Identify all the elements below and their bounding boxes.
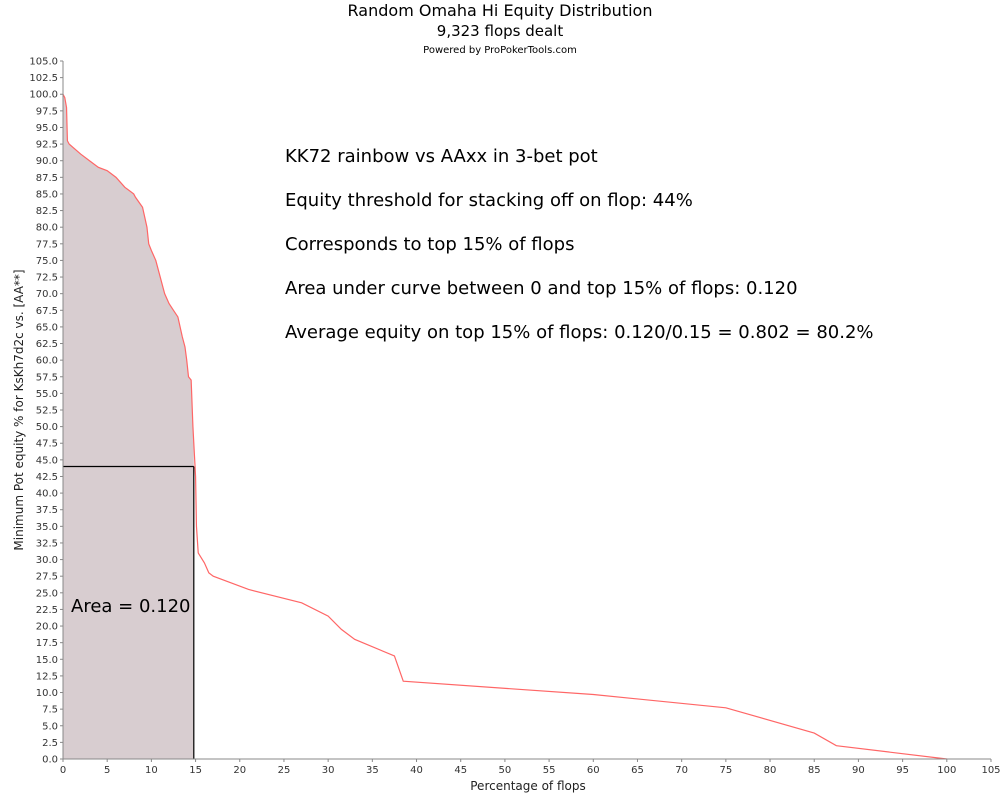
y-tick-label: 52.5 — [36, 406, 58, 417]
chart-title: Random Omaha Hi Equity Distribution — [348, 1, 653, 20]
y-tick-label: 100.0 — [29, 90, 58, 101]
y-tick-label: 12.5 — [36, 671, 58, 682]
y-tick-label: 102.5 — [29, 73, 58, 84]
y-tick-label: 80.0 — [36, 223, 58, 234]
x-axis-label: Percentage of flops — [470, 779, 585, 793]
y-tick-label: 2.5 — [42, 738, 58, 749]
x-tick-label: 60 — [587, 765, 600, 776]
y-tick-label: 67.5 — [36, 306, 58, 317]
area-label: Area = 0.120 — [71, 596, 190, 617]
y-tick-label: 82.5 — [36, 206, 58, 217]
y-tick-label: 47.5 — [36, 439, 58, 450]
y-tick-label: 0.0 — [42, 755, 58, 766]
x-tick-label: 40 — [410, 765, 423, 776]
x-tick-label: 80 — [764, 765, 777, 776]
x-tick-label: 55 — [543, 765, 556, 776]
y-tick-label: 40.0 — [36, 489, 58, 500]
annotation-line: Equity threshold for stacking off on flo… — [285, 190, 693, 211]
y-tick-label: 85.0 — [36, 189, 58, 200]
equity-series-line — [62, 93, 947, 760]
x-tick-label: 70 — [675, 765, 688, 776]
y-tick-label: 77.5 — [36, 239, 58, 250]
x-tick-label: 15 — [189, 765, 202, 776]
annotation-line: Average equity on top 15% of flops: 0.12… — [285, 322, 874, 343]
x-tick-label: 0 — [60, 765, 66, 776]
y-tick-label: 97.5 — [36, 106, 58, 117]
y-tick-label: 75.0 — [36, 256, 58, 267]
y-tick-label: 105.0 — [29, 57, 58, 68]
y-tick-label: 72.5 — [36, 273, 58, 284]
y-tick-label: 30.0 — [36, 555, 58, 566]
y-tick-label: 35.0 — [36, 522, 58, 533]
y-tick-label: 60.0 — [36, 356, 58, 367]
y-tick-label: 32.5 — [36, 538, 58, 549]
y-tick-label: 65.0 — [36, 322, 58, 333]
plot-area — [62, 61, 991, 760]
x-tick-label: 35 — [366, 765, 379, 776]
x-tick-label: 25 — [278, 765, 291, 776]
y-tick-label: 37.5 — [36, 505, 58, 516]
x-tick-label: 65 — [631, 765, 644, 776]
annotation-line: Area under curve between 0 and top 15% o… — [285, 278, 798, 299]
y-tick-label: 15.0 — [36, 655, 58, 666]
annotation-line: Corresponds to top 15% of flops — [285, 234, 574, 255]
chart-credit: Powered by ProPokerTools.com — [423, 45, 577, 56]
y-tick-label: 42.5 — [36, 472, 58, 483]
y-tick-label: 5.0 — [42, 721, 58, 732]
x-tick-label: 20 — [233, 765, 246, 776]
x-tick-label: 85 — [808, 765, 821, 776]
x-tick-label: 100 — [937, 765, 956, 776]
y-tick-label: 7.5 — [42, 705, 58, 716]
shaded-area — [63, 94, 194, 759]
x-tick-label: 10 — [145, 765, 158, 776]
y-tick-label: 50.0 — [36, 422, 58, 433]
annotation-line: KK72 rainbow vs AAxx in 3-bet pot — [285, 146, 598, 167]
y-tick-label: 90.0 — [36, 156, 58, 167]
y-tick-label: 20.0 — [36, 622, 58, 633]
x-tick-label: 75 — [719, 765, 732, 776]
y-axis-label: Minimum Pot equity % for KsKh7d2c vs. [A… — [12, 269, 26, 550]
chart-subtitle: 9,323 flops dealt — [437, 22, 564, 40]
x-tick-label: 50 — [499, 765, 512, 776]
x-tick-label: 90 — [852, 765, 865, 776]
y-tick-label: 62.5 — [36, 339, 58, 350]
x-tick-label: 5 — [104, 765, 110, 776]
y-tick-label: 22.5 — [36, 605, 58, 616]
y-tick-label: 17.5 — [36, 638, 58, 649]
x-tick-label: 45 — [454, 765, 467, 776]
y-tick-label: 10.0 — [36, 688, 58, 699]
y-tick-label: 92.5 — [36, 140, 58, 151]
x-tick-label: 105 — [981, 765, 1000, 776]
y-tick-label: 70.0 — [36, 289, 58, 300]
plot-background — [63, 61, 991, 759]
y-tick-label: 25.0 — [36, 588, 58, 599]
y-tick-label: 87.5 — [36, 173, 58, 184]
y-tick-label: 55.0 — [36, 389, 58, 400]
x-tick-label: 95 — [896, 765, 909, 776]
y-tick-label: 45.0 — [36, 455, 58, 466]
annotation-block: KK72 rainbow vs AAxx in 3-bet pot Equity… — [285, 146, 874, 343]
y-tick-label: 57.5 — [36, 372, 58, 383]
x-tick-label: 30 — [322, 765, 335, 776]
y-tick-label: 95.0 — [36, 123, 58, 134]
y-tick-label: 27.5 — [36, 572, 58, 583]
axes: 0 5 10 15 20 25 30 35 40 45 50 55 60 65 70 75 80 85 90 95 10… — [29, 57, 1000, 777]
